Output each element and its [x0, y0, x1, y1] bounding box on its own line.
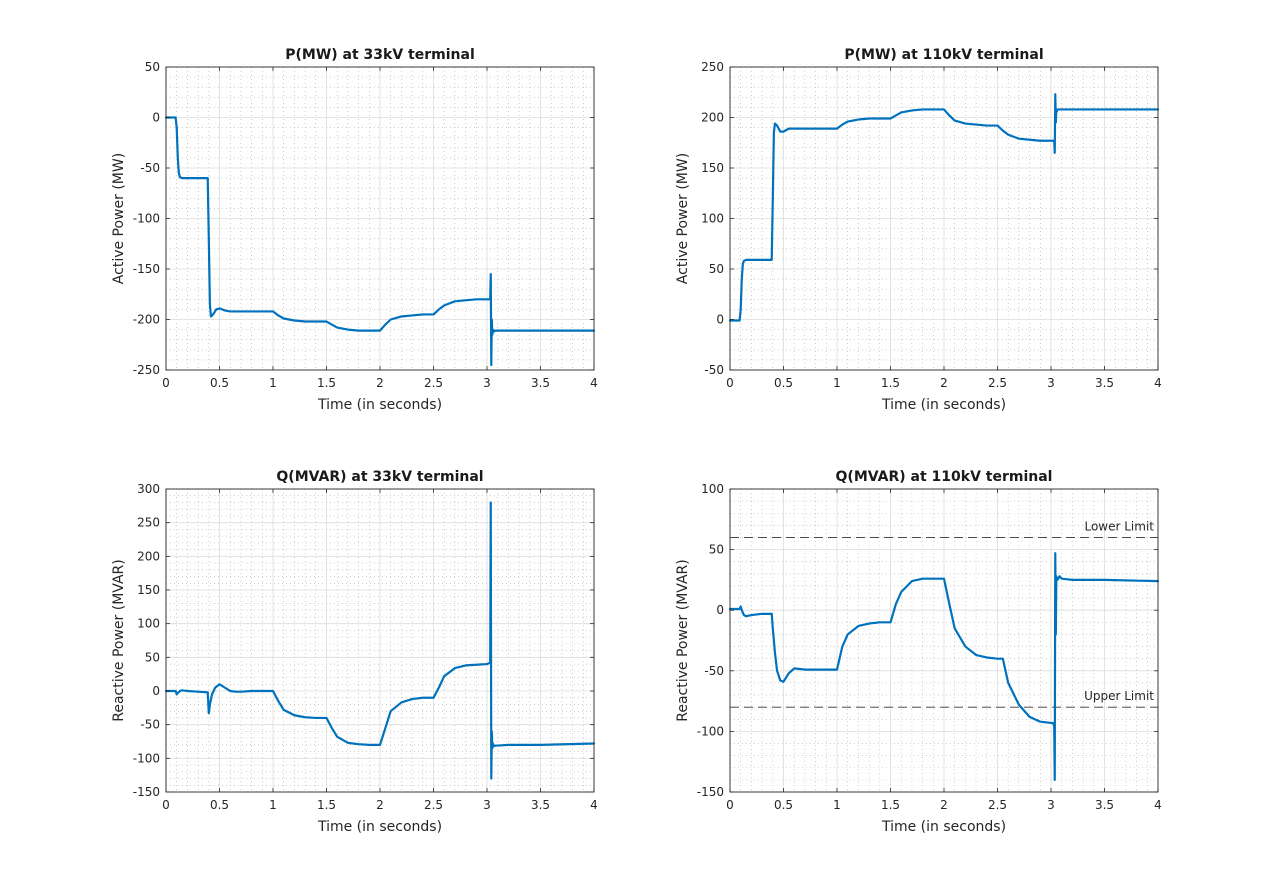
y-tick-label: -100 — [133, 751, 160, 765]
y-tick-label: -150 — [133, 262, 160, 276]
y-tick-label: -150 — [697, 785, 724, 799]
subplot-2: 0 0.5 1 1.5 2 2.5 3 3.5 4-50050100150200250P(MW)… — [675, 47, 1162, 413]
chart-title: Q(MVAR) at 33kV terminal — [276, 469, 483, 485]
y-tick-label: 300 — [137, 482, 160, 496]
y-axis-label: Active Power (MW) — [111, 153, 127, 284]
x-axis-label: Time (in seconds) — [317, 819, 442, 835]
subplot-1: 0 0.5 1 1.5 2 2.5 3 3.5 4 -250 -200 -150 -100 -50 0 50 P… — [111, 47, 598, 413]
chart-title: P(MW) at 110kV terminal — [844, 47, 1043, 63]
subplot-3: 0 0.5 1 1.5 2 2.5 3 3.5 4 -150 -100 -50 0 50 100 150 200… — [111, 469, 598, 835]
x-tick-label: 1.5 — [317, 798, 336, 812]
x-tick-label: 1.5 — [881, 798, 900, 812]
y-tick-label: 0 — [716, 603, 724, 617]
y-tick-label: 50 — [709, 543, 724, 557]
y-axis-label: Reactive Power (MVAR) — [111, 559, 127, 721]
series-line — [728, 552, 1160, 781]
x-tick-label: 0 — [726, 798, 734, 812]
x-tick-label: 0.5 — [774, 376, 793, 390]
x-tick-label: 4 — [590, 376, 598, 390]
x-tick-label: 0.5 — [210, 798, 229, 812]
chart-title: Q(MVAR) at 110kV terminal — [836, 469, 1053, 485]
reference-line-label: Upper Limit — [1084, 689, 1154, 703]
y-tick-label: 150 — [701, 161, 724, 175]
x-tick-label: 0.5 — [210, 376, 229, 390]
y-tick-label: 250 — [701, 60, 724, 74]
x-tick-label: 3.5 — [531, 376, 550, 390]
y-tick-label: -200 — [133, 313, 160, 327]
y-tick-label: -150 — [133, 785, 160, 799]
x-tick-label: 3 — [1047, 798, 1055, 812]
x-tick-label: 3.5 — [1095, 376, 1114, 390]
x-tick-label: 3.5 — [531, 798, 550, 812]
x-tick-label: 1 — [269, 376, 277, 390]
series-line — [164, 116, 596, 367]
y-tick-label: 50 — [709, 262, 724, 276]
y-tick-label: -250 — [133, 363, 160, 377]
x-tick-label: 2 — [940, 798, 948, 812]
x-tick-label: 2 — [940, 376, 948, 390]
x-tick-label: 1.5 — [317, 376, 336, 390]
x-tick-label: 4 — [590, 798, 598, 812]
x-tick-label: 1 — [833, 798, 841, 812]
x-axis-label: Time (in seconds) — [881, 819, 1006, 835]
x-tick-label: 2.5 — [424, 376, 443, 390]
x-tick-label: 3.5 — [1095, 798, 1114, 812]
series-line — [728, 93, 1160, 322]
minor-grid — [730, 489, 1158, 792]
x-tick-label: 2.5 — [988, 798, 1007, 812]
y-axis-label: Reactive Power (MVAR) — [675, 559, 691, 721]
y-tick-label: -50 — [140, 718, 160, 732]
y-tick-label: 100 — [701, 212, 724, 226]
y-axis-label: Active Power (MW) — [675, 153, 691, 284]
y-tick-label: 150 — [137, 583, 160, 597]
x-tick-label: 1 — [269, 798, 277, 812]
x-tick-label: 0.5 — [774, 798, 793, 812]
y-tick-label: 50 — [145, 650, 160, 664]
x-axis-label: Time (in seconds) — [317, 397, 442, 413]
y-tick-label: 0 — [152, 111, 160, 125]
y-tick-label: 100 — [701, 482, 724, 496]
subplot-4: Lower Limit Upper Limit 0 0.5 1 1.5 2 2.5 3 3.5 4 -… — [675, 469, 1162, 835]
x-tick-label: 2.5 — [424, 798, 443, 812]
y-tick-label: -50 — [704, 664, 724, 678]
x-tick-label: 4 — [1154, 376, 1162, 390]
y-tick-label: 200 — [137, 549, 160, 563]
reference-line-label: Lower Limit — [1084, 519, 1154, 533]
x-tick-label: 0 — [726, 376, 734, 390]
y-tick-label: -100 — [133, 212, 160, 226]
x-tick-label: 0 — [162, 376, 170, 390]
x-tick-label: 3 — [1047, 376, 1055, 390]
minor-grid — [166, 489, 594, 792]
x-tick-label: 3 — [483, 376, 491, 390]
x-tick-label: 1.5 — [881, 376, 900, 390]
series-line — [164, 501, 596, 780]
y-tick-label: -100 — [697, 724, 724, 738]
x-tick-label: 2 — [376, 798, 384, 812]
y-tick-label: 100 — [137, 617, 160, 631]
y-tick-label: 0 — [152, 684, 160, 698]
y-tick-label: 50 — [145, 60, 160, 74]
y-tick-label: 0 — [716, 313, 724, 327]
x-tick-label: 2 — [376, 376, 384, 390]
x-tick-label: 2.5 — [988, 376, 1007, 390]
y-tick-label: -50 — [140, 161, 160, 175]
x-tick-label: 4 — [1154, 798, 1162, 812]
x-tick-label: 0 — [162, 798, 170, 812]
chart-title: P(MW) at 33kV terminal — [285, 47, 475, 63]
x-axis-label: Time (in seconds) — [881, 397, 1006, 413]
y-tick-label: 200 — [701, 111, 724, 125]
x-tick-label: 3 — [483, 798, 491, 812]
y-tick-label: 250 — [137, 516, 160, 530]
y-tick-label: -50 — [704, 363, 724, 377]
x-tick-label: 1 — [833, 376, 841, 390]
